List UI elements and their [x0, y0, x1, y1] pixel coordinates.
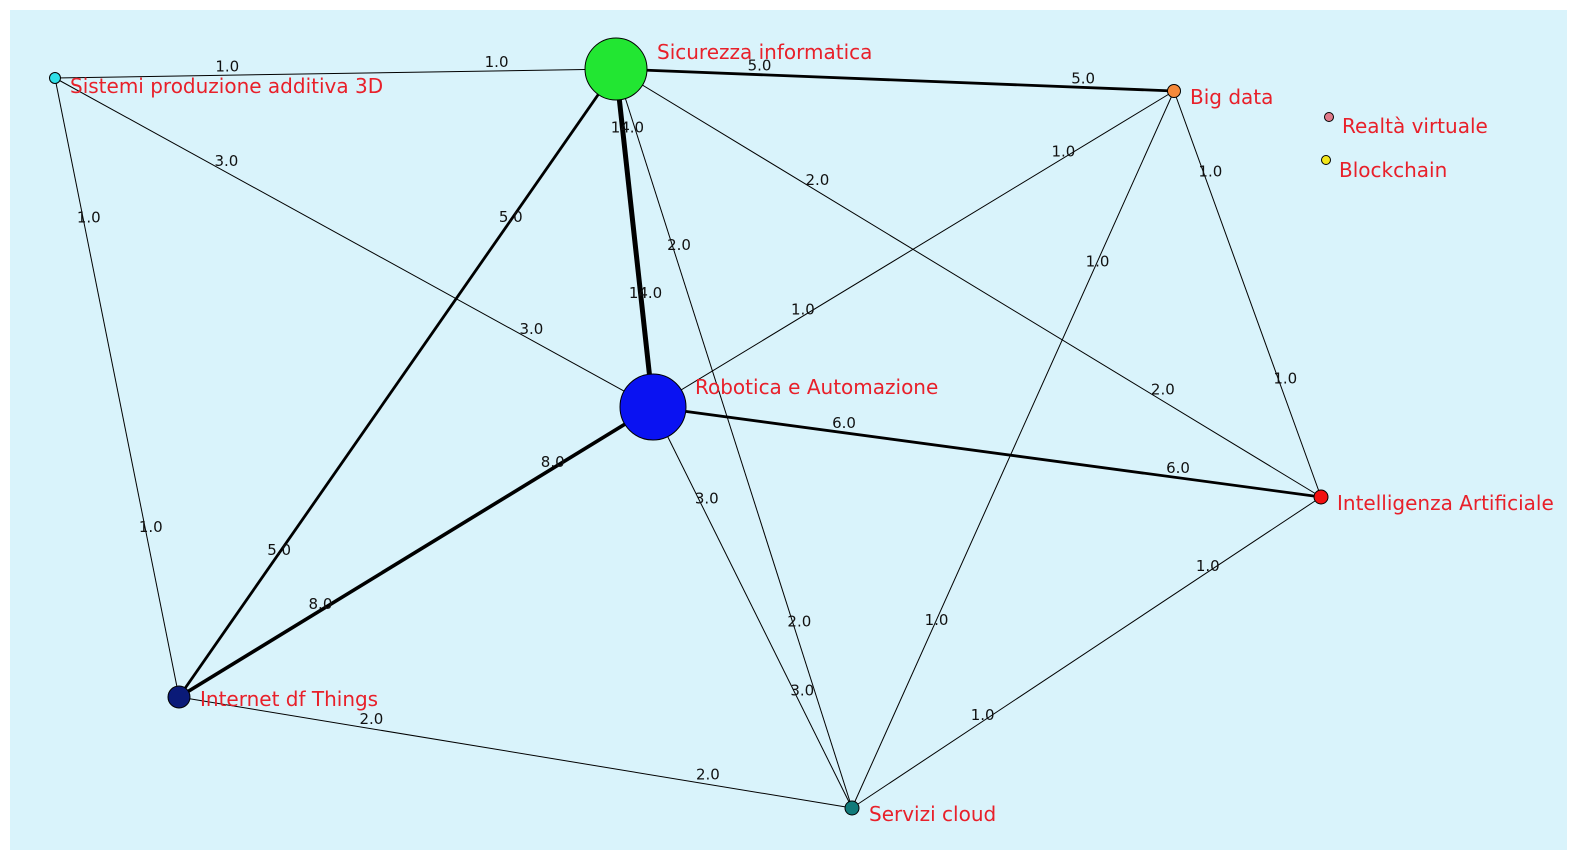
edge-weight-label-rob-big-1: 1.0 — [791, 301, 815, 319]
edge-weight-label-sic-ia-2: 2.0 — [1151, 381, 1175, 399]
edge-rob-cloud — [652, 406, 853, 809]
node-sis[interactable] — [49, 72, 61, 84]
edge-sic-sis — [54, 68, 617, 79]
edge-weight-label-sic-sis-2: 1.0 — [215, 57, 239, 75]
edge-sic-big — [615, 67, 1175, 93]
node-label-big: Big data — [1190, 85, 1273, 109]
node-label-sic: Sicurezza informatica — [657, 40, 872, 64]
edge-weight-label-rob-ia-1: 6.0 — [832, 414, 856, 432]
edge-weight-label-sis-iot-2: 1.0 — [139, 518, 163, 536]
node-iot[interactable] — [167, 685, 191, 709]
edge-weight-label-ia-cloud-2: 1.0 — [971, 706, 995, 724]
node-cloud[interactable] — [844, 800, 860, 816]
edge-iot-cloud — [178, 696, 853, 809]
node-sic[interactable] — [584, 37, 648, 101]
edge-sic-cloud — [615, 68, 853, 809]
edge-weight-label-sic-iot-2: 5.0 — [267, 541, 291, 559]
edge-sic-ia — [615, 68, 1322, 498]
edge-labels-layer: 5.0 5.0 14.0 14.0 1.0 1.0 5.0 5.0 2.0 2.0 2.0 2.0 6.… — [77, 53, 1297, 784]
edge-big-cloud — [851, 90, 1175, 809]
edge-weight-label-ia-cloud-1: 1.0 — [1196, 557, 1220, 575]
node-label-sis: Sistemi produzione additiva 3D — [70, 74, 383, 98]
edge-weight-label-rob-cloud-1: 3.0 — [695, 489, 719, 507]
edge-sic-iot — [177, 68, 618, 698]
edge-rob-sis — [54, 77, 654, 408]
nodes-layer — [49, 37, 1334, 816]
node-label-iot: Internet df Things — [200, 687, 378, 711]
edge-weight-label-big-cloud-1: 1.0 — [1086, 252, 1110, 270]
edge-weight-label-rob-sis-1: 3.0 — [519, 320, 543, 338]
edge-weight-label-big-ia-2: 1.0 — [1273, 369, 1297, 387]
node-big[interactable] — [1167, 84, 1181, 98]
node-label-cloud: Servizi cloud — [869, 802, 996, 826]
edges-layer — [54, 67, 1322, 809]
edge-weight-label-sic-cloud-2: 2.0 — [787, 613, 811, 631]
node-labels-layer: Sicurezza informatica Robotica e Automazi… — [70, 40, 1554, 826]
edge-rob-ia — [652, 405, 1322, 499]
node-rob[interactable] — [619, 373, 687, 441]
node-label-rob: Robotica e Automazione — [695, 375, 938, 399]
edge-weight-label-rob-sis-2: 3.0 — [215, 152, 239, 170]
edge-weight-label-iot-cloud-1: 2.0 — [360, 710, 384, 728]
node-label-ia: Intelligenza Artificiale — [1337, 491, 1554, 515]
edge-big-ia — [1173, 90, 1322, 498]
edge-sis-iot — [54, 77, 180, 698]
edge-weight-label-iot-cloud-2: 2.0 — [696, 766, 720, 784]
edge-weight-label-big-ia-1: 1.0 — [1198, 162, 1222, 180]
edge-weight-label-rob-cloud-2: 3.0 — [790, 682, 814, 700]
edge-weight-label-sic-rob-1: 14.0 — [611, 119, 644, 137]
edge-weight-label-sic-big-2: 5.0 — [1071, 69, 1095, 87]
edge-weight-label-rob-iot-1: 8.0 — [541, 453, 565, 471]
edge-weight-label-sic-big-1: 5.0 — [748, 57, 772, 75]
edge-weight-label-big-cloud-2: 1.0 — [925, 611, 949, 629]
node-label-bc: Blockchain — [1339, 158, 1447, 182]
node-ia[interactable] — [1313, 489, 1329, 505]
edge-ia-cloud — [851, 496, 1322, 809]
edge-weight-label-rob-big-2: 1.0 — [1051, 143, 1075, 161]
edge-weight-label-sic-rob-2: 14.0 — [629, 284, 662, 302]
node-rv[interactable] — [1324, 112, 1334, 122]
edge-weight-label-sic-ia-1: 2.0 — [805, 171, 829, 189]
edge-weight-label-sis-iot-1: 1.0 — [77, 209, 101, 227]
edge-rob-iot — [178, 405, 654, 699]
graph-canvas-background — [10, 10, 1567, 850]
edge-weight-label-sic-sis-1: 1.0 — [485, 53, 509, 71]
node-bc[interactable] — [1321, 155, 1331, 165]
edge-weight-label-rob-iot-2: 8.0 — [309, 595, 333, 613]
edge-sic-rob — [613, 68, 656, 408]
edge-weight-label-rob-ia-2: 6.0 — [1166, 459, 1190, 477]
edge-weight-label-sic-cloud-1: 2.0 — [667, 236, 691, 254]
edge-weight-label-sic-iot-1: 5.0 — [499, 208, 523, 226]
edge-rob-big — [652, 90, 1175, 408]
node-label-rv: Realtà virtuale — [1342, 114, 1488, 138]
